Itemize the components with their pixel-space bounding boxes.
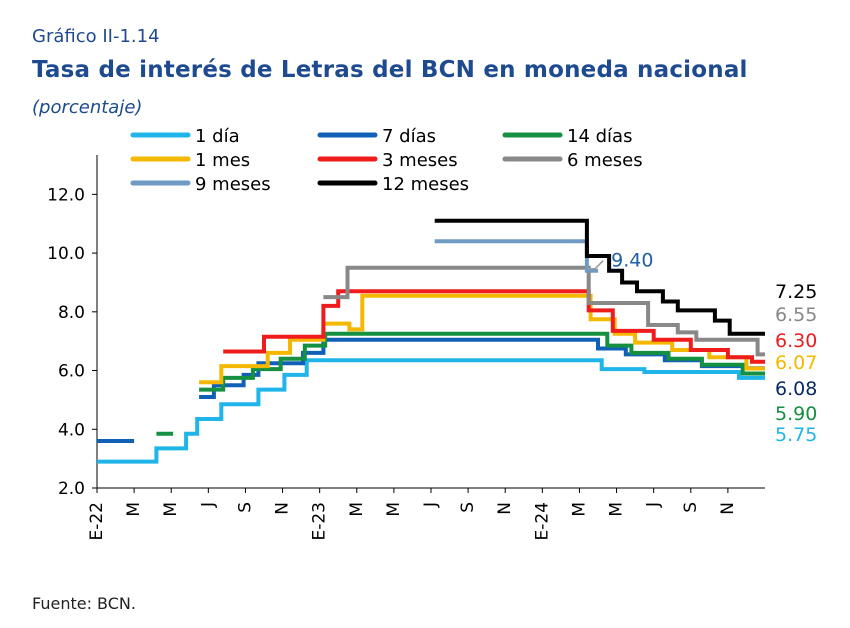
y-tick-label: 12.0 bbox=[47, 185, 85, 205]
x-tick-label: M bbox=[347, 502, 367, 517]
end-label-0: 5.75 bbox=[775, 424, 817, 446]
y-tick-label: 4.0 bbox=[58, 420, 85, 440]
x-tick-label: M bbox=[161, 502, 181, 517]
end-label-1: 6.08 bbox=[775, 378, 817, 400]
chart-subtitle: (porcentaje) bbox=[32, 97, 143, 118]
legend-label-3: 1 mes bbox=[195, 150, 250, 171]
legend: 1 día 7 días 14 días 1 mes 3 meses 6 meses 9 m… bbox=[130, 126, 643, 195]
annotation-label: 9.40 bbox=[611, 250, 653, 272]
x-tick-label: N bbox=[718, 502, 738, 515]
source-note: Fuente: BCN. bbox=[32, 594, 136, 613]
x-tick-label: S bbox=[458, 502, 478, 513]
x-tick-label: M bbox=[569, 502, 589, 517]
x-tick-label: M bbox=[124, 502, 144, 517]
series-line-7-0 bbox=[434, 218, 765, 336]
annotation-leader bbox=[587, 260, 604, 270]
legend-label-0: 1 día bbox=[195, 126, 240, 147]
series-line-2-1 bbox=[199, 331, 765, 392]
end-label-5: 6.55 bbox=[775, 304, 817, 326]
x-tick-label: N bbox=[495, 502, 515, 515]
end-labels: 5.75 6.08 5.90 6.076.30 6.557.25 bbox=[775, 281, 817, 446]
x-tick-label: J bbox=[644, 502, 664, 508]
chart-title: Tasa de interés de Letras del BCN en mon… bbox=[32, 57, 748, 83]
end-label-4: 6.30 bbox=[775, 330, 817, 352]
series-line-0-0 bbox=[97, 358, 765, 464]
legend-label-5: 6 meses bbox=[567, 150, 643, 171]
chart-number: Gráfico II-1.14 bbox=[32, 26, 160, 47]
x-axis: E-22 M M J S N E-23 M M J S N E-24 M M J S N bbox=[87, 487, 765, 541]
end-label-7: 7.25 bbox=[775, 281, 817, 303]
x-tick-label: S bbox=[235, 502, 255, 513]
x-tick-label: J bbox=[198, 502, 218, 508]
x-tick-label: E-23 bbox=[310, 502, 330, 541]
legend-label-4: 3 meses bbox=[382, 150, 458, 171]
legend-label-6: 9 meses bbox=[195, 174, 271, 195]
legend-label-2: 14 días bbox=[567, 126, 632, 147]
y-axis: 2.0 4.0 6.0 8.0 10.0 12.0 bbox=[47, 155, 98, 499]
x-tick-label: N bbox=[273, 502, 293, 515]
x-tick-label: S bbox=[681, 502, 701, 513]
y-tick-label: 6.0 bbox=[58, 362, 85, 382]
legend-label-1: 7 días bbox=[382, 126, 436, 147]
series-line-4-0 bbox=[223, 289, 765, 364]
x-tick-label: E-24 bbox=[532, 502, 552, 541]
plot-area: 9.40 bbox=[97, 218, 765, 464]
x-tick-label: M bbox=[607, 502, 627, 517]
end-label-2: 5.90 bbox=[775, 403, 817, 425]
y-tick-label: 2.0 bbox=[58, 479, 85, 499]
end-label-3: 6.07 bbox=[775, 352, 817, 374]
y-tick-label: 8.0 bbox=[58, 303, 85, 323]
y-tick-label: 10.0 bbox=[47, 244, 85, 264]
x-tick-label: E-22 bbox=[87, 502, 107, 541]
series-line-5-0 bbox=[323, 265, 765, 357]
legend-label-7: 12 meses bbox=[382, 174, 469, 195]
x-tick-label: J bbox=[421, 502, 441, 508]
x-tick-label: M bbox=[384, 502, 404, 517]
